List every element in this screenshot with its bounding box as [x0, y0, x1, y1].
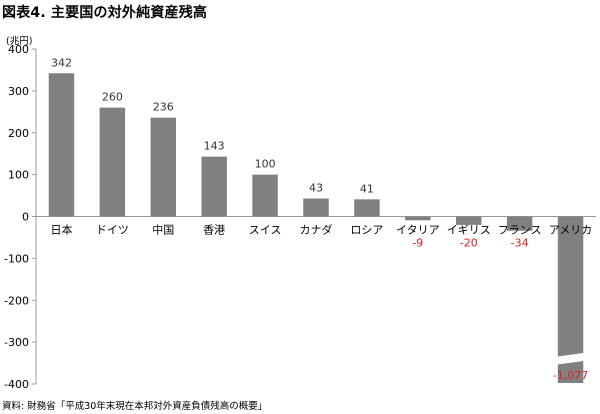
bar — [303, 198, 329, 217]
y-tick-label: 400 — [8, 43, 29, 56]
data-label: 143 — [204, 140, 225, 153]
data-label: 100 — [255, 158, 276, 171]
data-label: 260 — [102, 91, 123, 104]
data-label: 41 — [360, 182, 374, 195]
x-category-label: 中国 — [152, 224, 174, 237]
x-category-label: 日本 — [50, 223, 72, 237]
bar — [506, 216, 533, 231]
data-label: 236 — [153, 101, 174, 114]
y-tick-label: 100 — [8, 169, 29, 182]
axis-break-marker — [555, 352, 586, 365]
y-axis-unit-label: (兆円) — [6, 36, 33, 47]
y-tick-label: 0 — [22, 211, 29, 224]
bar-series — [48, 73, 586, 383]
data-labels: 342 260 236 143 100 43 41 -9 -20 -34 -1,077 — [51, 56, 588, 382]
x-category-label: ロシア — [350, 224, 383, 237]
y-tick-label: 200 — [8, 127, 29, 140]
data-label: 342 — [51, 56, 72, 69]
data-label: -20 — [460, 237, 478, 250]
x-category-label: カナダ — [300, 223, 333, 237]
x-category-label: スイス — [249, 224, 282, 237]
y-tick-label: -100 — [4, 252, 29, 265]
bar — [150, 117, 176, 217]
x-axis-category-labels: 日本 ドイツ 中国 香港 スイス カナダ ロシア イタリア イギリス フランス アメリカ — [50, 223, 592, 237]
y-tick-label: -400 — [4, 378, 29, 391]
bar — [354, 199, 380, 217]
data-label: -1,077 — [553, 369, 588, 382]
y-tick-label: -300 — [4, 336, 29, 349]
data-label: -34 — [511, 237, 529, 250]
bar — [252, 174, 278, 217]
y-tick-label: 300 — [8, 85, 29, 98]
x-category-label: イギリス — [447, 224, 491, 237]
bar — [201, 156, 227, 217]
source-note: 資料: 財務省「平成30年末現在本邦対外資産負債残高の概要」 — [2, 401, 268, 412]
bar-chart: 400 300 200 100 0 -100 -200 -300 -400 日本 ドイツ 中国 香港 ス… — [4, 43, 596, 391]
x-category-label: アメリカ — [549, 224, 592, 237]
x-category-label: 香港 — [203, 224, 225, 237]
y-tick-label: -200 — [4, 294, 29, 307]
x-category-label: フランス — [498, 224, 542, 237]
bar — [48, 73, 75, 217]
data-label: -9 — [412, 237, 423, 250]
bar — [99, 107, 126, 217]
chart-title: 図表4. 主要国の対外純資産残高 — [2, 5, 208, 21]
bar — [456, 216, 482, 225]
data-label: 43 — [309, 181, 323, 194]
x-category-label: イタリア — [396, 224, 440, 237]
bar — [405, 216, 431, 221]
x-category-label: ドイツ — [96, 224, 129, 237]
